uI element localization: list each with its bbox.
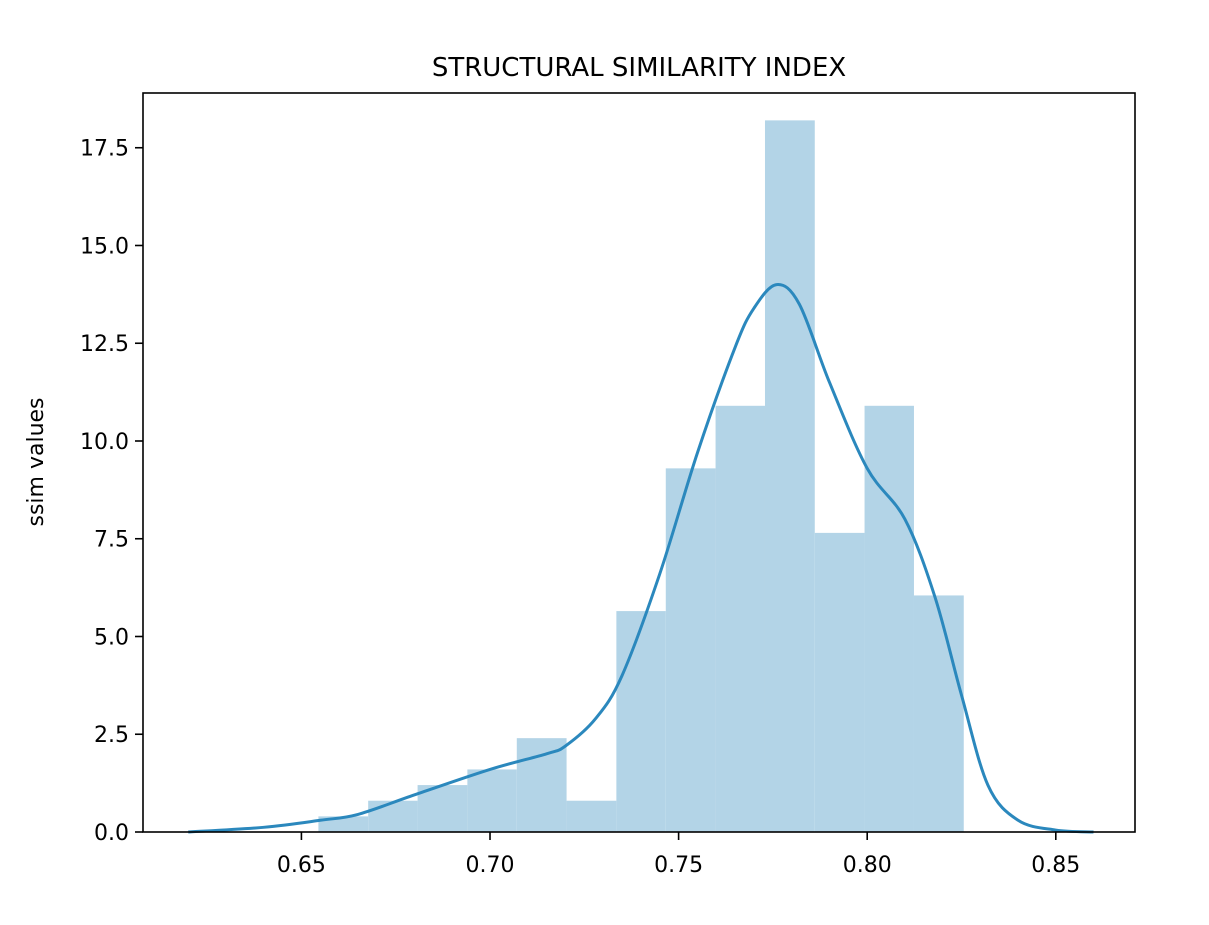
- x-tick-label: 0.85: [1031, 853, 1080, 878]
- y-axis-label: ssim values: [24, 397, 49, 526]
- histogram-bar: [814, 532, 865, 832]
- plot-frame: [142, 92, 1136, 833]
- chart-title: STRUCTURAL SIMILARITY INDEX: [432, 53, 846, 83]
- kde-curve: [188, 283, 1094, 834]
- histogram-bar: [516, 738, 567, 832]
- x-tick-label: 0.75: [654, 853, 703, 878]
- histogram-bar: [566, 800, 617, 832]
- y-axis: 0.0 2.5 5.0 7.5 10.0 12.5 15.0 17.5: [80, 137, 143, 846]
- y-tick-label: 15.0: [80, 234, 129, 259]
- histogram-bar: [368, 800, 418, 832]
- y-tick-label: 12.5: [80, 332, 129, 357]
- y-tick-label: 5.0: [94, 625, 129, 650]
- x-tick-label: 0.70: [466, 853, 515, 878]
- x-axis: 0.65 0.70 0.75 0.80 0.85: [277, 832, 1080, 878]
- histogram-bar: [616, 611, 666, 832]
- histogram-bar: [913, 595, 964, 832]
- histogram-bar: [864, 405, 914, 832]
- histogram-bar: [665, 468, 716, 832]
- histogram-bar: [467, 769, 517, 832]
- y-tick-label: 10.0: [80, 430, 129, 455]
- x-tick-label: 0.80: [843, 853, 892, 878]
- histogram-bars: [318, 120, 964, 833]
- y-tick-label: 0.0: [94, 821, 129, 846]
- y-tick-label: 17.5: [80, 137, 129, 162]
- histogram-bar: [715, 405, 765, 832]
- histogram-bar: [764, 120, 815, 833]
- y-tick-label: 2.5: [94, 723, 129, 748]
- histogram-bar: [417, 785, 468, 832]
- x-tick-label: 0.65: [277, 853, 326, 878]
- y-tick-label: 7.5: [94, 528, 129, 553]
